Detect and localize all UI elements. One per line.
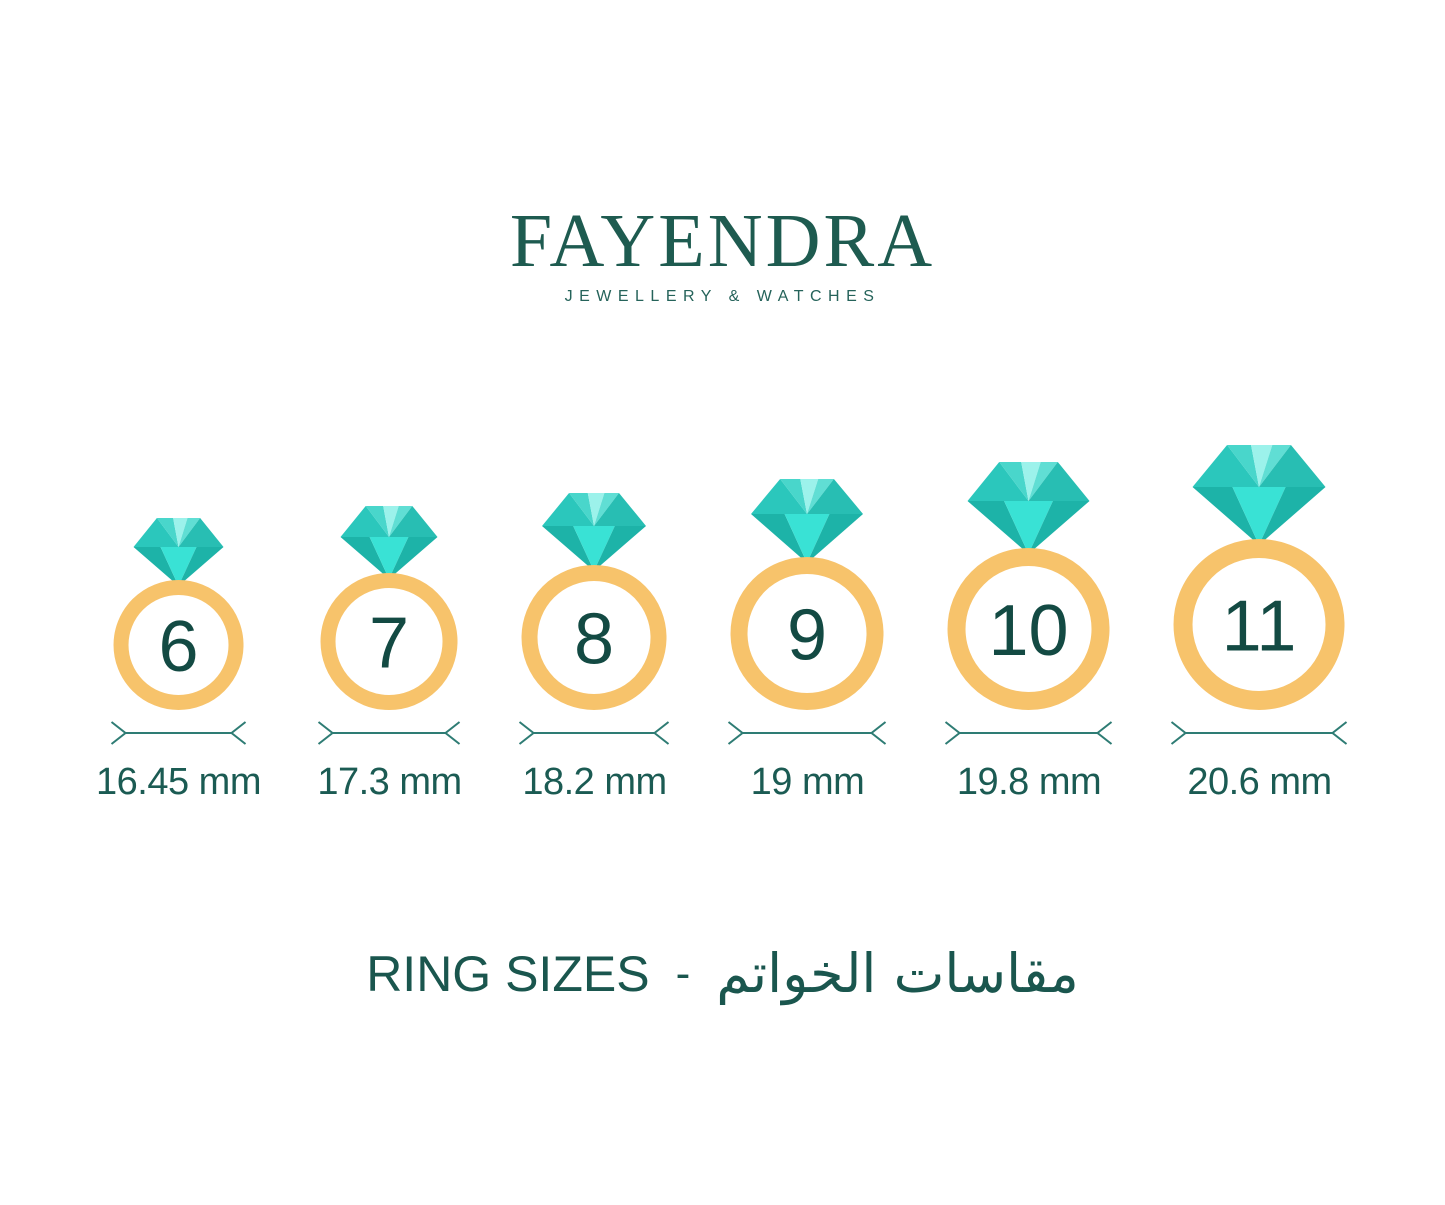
diamond-facet (389, 537, 438, 579)
ring-icon: 7 (320, 506, 458, 710)
diamond-facet (1028, 462, 1059, 501)
diamond-facet (807, 479, 864, 514)
diamond-facet (133, 547, 179, 586)
ring-band (947, 548, 1110, 710)
ring-size-number: 7 (369, 604, 409, 684)
diamond-facet (1028, 501, 1090, 554)
brand-name: FAYENDRA (509, 199, 936, 283)
diamond-icon (1192, 445, 1326, 545)
diamond-facet (1259, 487, 1326, 545)
footer-title-latin: RING SIZES (366, 946, 650, 1003)
ring-item-7: 7 17.3 mm (317, 506, 462, 804)
diamond-icon (967, 462, 1090, 554)
ring-icon: 11 (1173, 445, 1345, 710)
measure-arrow-icon (318, 721, 461, 745)
ring-diameter-label: 19.8 mm (956, 761, 1102, 803)
measure-arrow-icon (728, 721, 887, 745)
ring-size-number: 6 (158, 607, 198, 687)
diamond-facet (594, 493, 620, 526)
ring-icon: 6 (113, 518, 244, 710)
diamond-facet (1004, 501, 1054, 554)
ring-diameter-label: 18.2 mm (522, 761, 667, 803)
diamond-icon (340, 506, 438, 579)
measure-arrow-icon (945, 721, 1113, 745)
diamond-facet (178, 518, 201, 547)
brand-logo: FAYENDRA JEWELLERY & WATCHES (0, 203, 1445, 305)
diamond-facet (751, 479, 808, 514)
diamond-facet (383, 506, 400, 537)
diamond-facet (542, 526, 595, 571)
diamond-facet (569, 493, 595, 526)
diamond-facet (751, 514, 808, 563)
diamond-facet (594, 526, 647, 571)
ring-diameter-label: 16.45 mm (96, 761, 261, 803)
ring-band (730, 557, 884, 710)
ring-size-number: 9 (787, 596, 827, 676)
diamond-facet (785, 514, 830, 563)
ring-item-10: 10 19.8 mm (944, 462, 1114, 804)
diamond-facet (160, 547, 197, 586)
diamond-facet (588, 493, 605, 526)
ring-band (521, 565, 667, 710)
diamond-facet (1227, 445, 1260, 487)
diamond-facet (389, 506, 438, 537)
diamond-facet (1232, 487, 1287, 545)
ring-size-number: 10 (989, 591, 1069, 671)
measure-arrow-icon (1171, 721, 1348, 745)
ring-diameter-label: 17.3 mm (317, 761, 462, 803)
diamond-facet (999, 462, 1029, 501)
diamond-facet (807, 479, 835, 514)
diamond-facet (1192, 487, 1260, 545)
measure-arrow-icon (519, 721, 670, 745)
footer-title-arabic: مقاسات الخواتم (716, 942, 1079, 1005)
diamond-icon (133, 518, 224, 586)
ring-icon: 8 (521, 493, 667, 710)
rings-row: 6 16.45 mm 7 17.3 mm 8 18.2 mm 9 19 mm 10 19.8 mm… (96, 445, 1349, 804)
diamond-facet (178, 547, 224, 586)
diamond-facet (967, 501, 1029, 554)
ring-icon: 9 (730, 479, 884, 710)
ring-item-6: 6 16.45 mm (96, 518, 261, 804)
ring-item-8: 8 18.2 mm (518, 493, 671, 804)
diamond-facet (1251, 445, 1273, 487)
diamond-facet (800, 479, 819, 514)
diamond-facet (780, 479, 808, 514)
ring-diameter-label: 19 mm (750, 761, 865, 803)
ring-band (1173, 539, 1345, 710)
diamond-facet (967, 462, 1029, 501)
diamond-facet (594, 493, 647, 526)
ring-size-number: 11 (1222, 587, 1297, 667)
diamond-facet (1021, 462, 1042, 501)
ring-band (320, 573, 458, 710)
diamond-facet (173, 518, 188, 547)
brand-tagline: JEWELLERY & WATCHES (564, 288, 881, 305)
diamond-facet (1028, 462, 1090, 501)
diamond-icon (751, 479, 864, 563)
diamond-facet (340, 506, 390, 537)
footer-title: RING SIZES - مقاسات الخواتم (0, 942, 1445, 1007)
diamond-facet (807, 514, 864, 563)
diamond-facet (542, 493, 595, 526)
ring-band (113, 580, 244, 710)
diamond-facet (340, 537, 390, 579)
ring-item-11: 11 20.6 mm (1170, 445, 1349, 804)
measure-arrow-icon (110, 721, 247, 745)
ring-diameter-label: 20.6 mm (1187, 761, 1332, 803)
diamond-facet (573, 526, 616, 571)
diamond-facet (178, 518, 224, 547)
ring-item-9: 9 19 mm (727, 479, 888, 804)
footer-title-separator: - (675, 949, 691, 998)
ring-size-number: 8 (574, 600, 614, 680)
diamond-icon (542, 493, 647, 571)
diamond-facet (133, 518, 179, 547)
diamond-facet (1192, 445, 1260, 487)
diamond-facet (1259, 445, 1326, 487)
ring-icon: 10 (947, 462, 1110, 710)
diamond-facet (156, 518, 179, 547)
diamond-facet (370, 537, 409, 579)
